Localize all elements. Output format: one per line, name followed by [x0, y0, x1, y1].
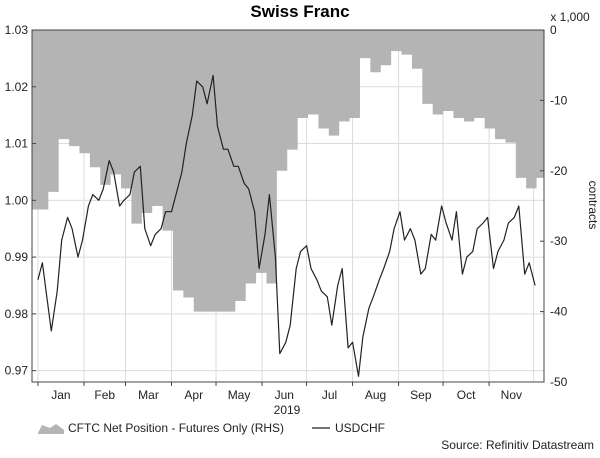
left-tick-label-0: 0.97	[5, 364, 29, 378]
chart-title: Swiss Franc	[250, 2, 349, 21]
right-axis: 0 -10 -20 -30 -40 -50	[540, 23, 568, 389]
left-tick-label-2: 0.99	[5, 250, 29, 264]
left-tick-label-1: 0.98	[5, 307, 29, 321]
source-note: Source: Refinitiv Datastream	[441, 438, 594, 452]
month-label-2: Mar	[138, 388, 159, 402]
right-tick-label-4: -40	[550, 305, 568, 319]
month-label-10: Nov	[501, 388, 522, 402]
month-label-6: Jul	[322, 388, 337, 402]
left-axis: 0.97 0.98 0.99 1.00 1.01 1.02 1.03	[5, 23, 36, 378]
usdchf-line-layer	[37, 74, 536, 377]
plot-frame	[31, 29, 545, 383]
right-tick-label-2: -20	[550, 164, 568, 178]
right-tick-label-5: -50	[550, 375, 568, 389]
cftc-area-layer	[32, 30, 544, 312]
right-tick-label-3: -30	[550, 234, 568, 248]
left-tick-label-4: 1.01	[5, 137, 29, 151]
right-tick-label-0: 0	[550, 23, 557, 37]
left-tick-label-6: 1.03	[5, 23, 29, 37]
legend-usdchf-label: USDCHF	[335, 421, 385, 435]
month-label-4: May	[228, 388, 251, 402]
month-label-0: Jan	[51, 388, 70, 402]
usdchf-line	[37, 74, 536, 377]
month-label-8: Sep	[410, 388, 432, 402]
legend: CFTC Net Position - Futures Only (RHS) U…	[38, 421, 385, 435]
left-tick-label-3: 1.00	[5, 193, 29, 207]
right-tick-label-1: -10	[550, 93, 568, 107]
cftc-area	[32, 30, 544, 312]
right-axis-multiplier: x 1,000	[550, 10, 590, 24]
x-axis: Jan Feb Mar Apr May Jun Jul Aug Sep Oct Nov	[37, 382, 522, 402]
legend-area-swatch	[38, 424, 64, 434]
month-label-7: Aug	[365, 388, 386, 402]
left-tick-label-5: 1.02	[5, 80, 29, 94]
month-label-3: Apr	[184, 388, 203, 402]
x-axis-year-label: 2019	[274, 403, 301, 417]
legend-cftc-label: CFTC Net Position - Futures Only (RHS)	[68, 421, 284, 435]
right-axis-label: contracts	[586, 181, 600, 230]
month-label-5: Jun	[275, 388, 294, 402]
month-label-1: Feb	[94, 388, 115, 402]
month-label-9: Oct	[457, 388, 476, 402]
